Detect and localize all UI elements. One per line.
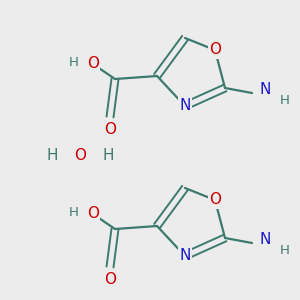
Text: O: O (87, 56, 99, 71)
Text: N: N (259, 82, 271, 98)
Text: O: O (104, 122, 116, 136)
Text: O: O (209, 193, 221, 208)
Text: H: H (280, 244, 290, 256)
Text: O: O (104, 272, 116, 286)
Text: H: H (69, 56, 79, 68)
Text: N: N (179, 248, 191, 263)
Text: O: O (87, 206, 99, 221)
Text: O: O (74, 148, 86, 163)
Text: O: O (209, 43, 221, 58)
Text: H: H (102, 148, 114, 163)
Text: N: N (259, 232, 271, 247)
Text: H: H (46, 148, 58, 163)
Text: H: H (69, 206, 79, 218)
Text: H: H (280, 94, 290, 106)
Text: N: N (179, 98, 191, 113)
